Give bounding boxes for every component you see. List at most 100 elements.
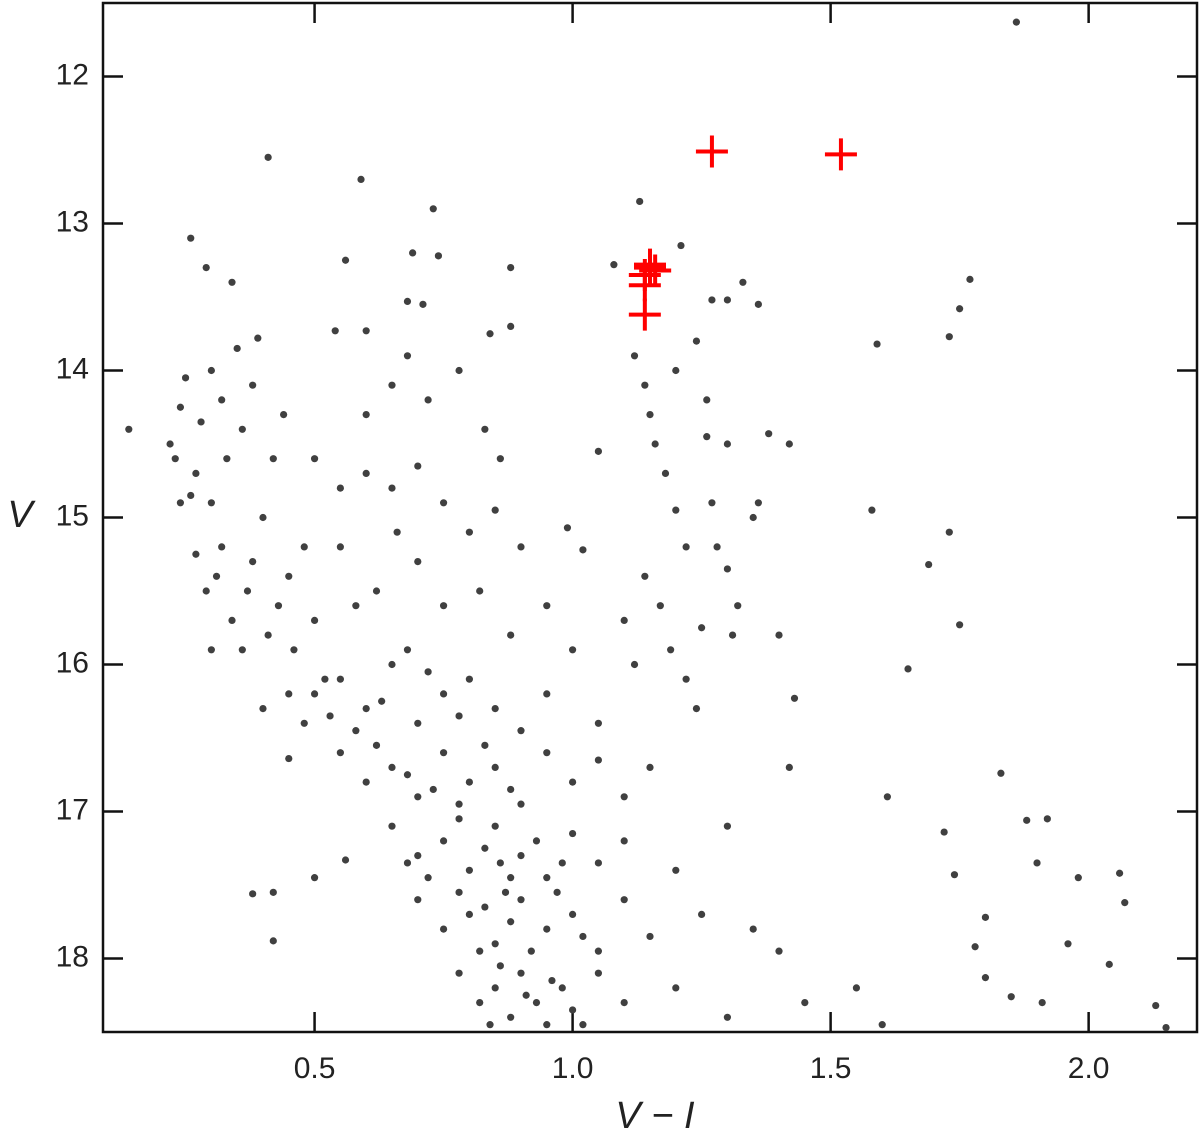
star	[414, 558, 422, 566]
star	[310, 616, 319, 625]
star	[372, 587, 381, 595]
star	[414, 719, 422, 727]
star	[517, 800, 525, 808]
star	[940, 828, 948, 836]
star	[971, 943, 979, 951]
star	[429, 205, 437, 213]
star	[672, 866, 680, 874]
star	[646, 932, 654, 941]
star	[176, 403, 185, 411]
star	[491, 763, 499, 772]
star	[873, 340, 881, 348]
star	[1038, 999, 1046, 1007]
star	[981, 913, 990, 921]
star	[207, 499, 215, 507]
star	[187, 234, 195, 242]
star	[429, 785, 437, 794]
star	[465, 528, 473, 536]
star	[310, 690, 319, 698]
star	[228, 616, 236, 625]
star	[723, 1013, 732, 1021]
y-tick-label: 13	[56, 205, 89, 238]
star	[455, 800, 463, 808]
star	[739, 278, 747, 286]
star	[1064, 940, 1072, 948]
star	[439, 837, 448, 845]
star	[280, 411, 288, 419]
star	[594, 969, 602, 977]
star	[966, 275, 974, 283]
star	[543, 690, 551, 698]
star	[507, 785, 515, 794]
star	[517, 727, 525, 735]
star	[517, 543, 525, 551]
star	[403, 297, 412, 306]
star	[362, 327, 370, 335]
star	[264, 153, 272, 161]
star	[336, 484, 344, 492]
star	[300, 543, 308, 551]
star	[414, 896, 422, 904]
star	[708, 499, 716, 507]
star	[181, 374, 190, 382]
star	[300, 719, 308, 727]
star	[481, 741, 489, 749]
star	[620, 896, 628, 904]
star	[646, 411, 654, 419]
star	[249, 558, 257, 566]
star	[285, 690, 293, 698]
star	[331, 327, 339, 335]
star	[486, 330, 494, 338]
star	[212, 572, 221, 580]
star	[568, 1006, 577, 1014]
star	[491, 705, 499, 713]
star	[218, 396, 226, 404]
star	[424, 874, 432, 882]
star	[543, 602, 551, 610]
star	[269, 455, 277, 463]
star	[125, 425, 133, 433]
star	[672, 984, 680, 992]
star	[455, 888, 463, 896]
star	[481, 903, 489, 911]
star	[403, 859, 412, 867]
star	[171, 455, 179, 463]
star	[950, 871, 959, 879]
star	[496, 455, 504, 463]
star	[233, 344, 241, 353]
star	[548, 976, 556, 985]
highlight-star	[695, 135, 728, 168]
star	[424, 668, 432, 676]
star	[568, 646, 577, 654]
star	[341, 256, 350, 264]
star	[682, 543, 690, 551]
star	[765, 430, 773, 438]
star	[218, 543, 226, 551]
star	[708, 296, 716, 304]
star	[543, 874, 551, 882]
star	[749, 513, 757, 522]
star	[925, 560, 933, 569]
star	[630, 660, 639, 669]
star	[414, 793, 422, 801]
star	[568, 829, 577, 838]
star	[362, 411, 370, 419]
star	[646, 763, 654, 772]
star	[682, 675, 690, 683]
star	[1012, 18, 1020, 26]
star	[1033, 859, 1041, 867]
star	[878, 1021, 886, 1029]
star	[775, 947, 783, 955]
star	[491, 822, 499, 830]
star	[414, 852, 422, 860]
star	[1007, 993, 1015, 1001]
star	[945, 528, 953, 536]
star	[553, 888, 561, 896]
star	[264, 631, 272, 639]
star	[981, 974, 990, 982]
star	[192, 469, 200, 477]
y-tick-label: 14	[56, 352, 89, 385]
star	[192, 550, 200, 558]
star	[956, 305, 964, 313]
